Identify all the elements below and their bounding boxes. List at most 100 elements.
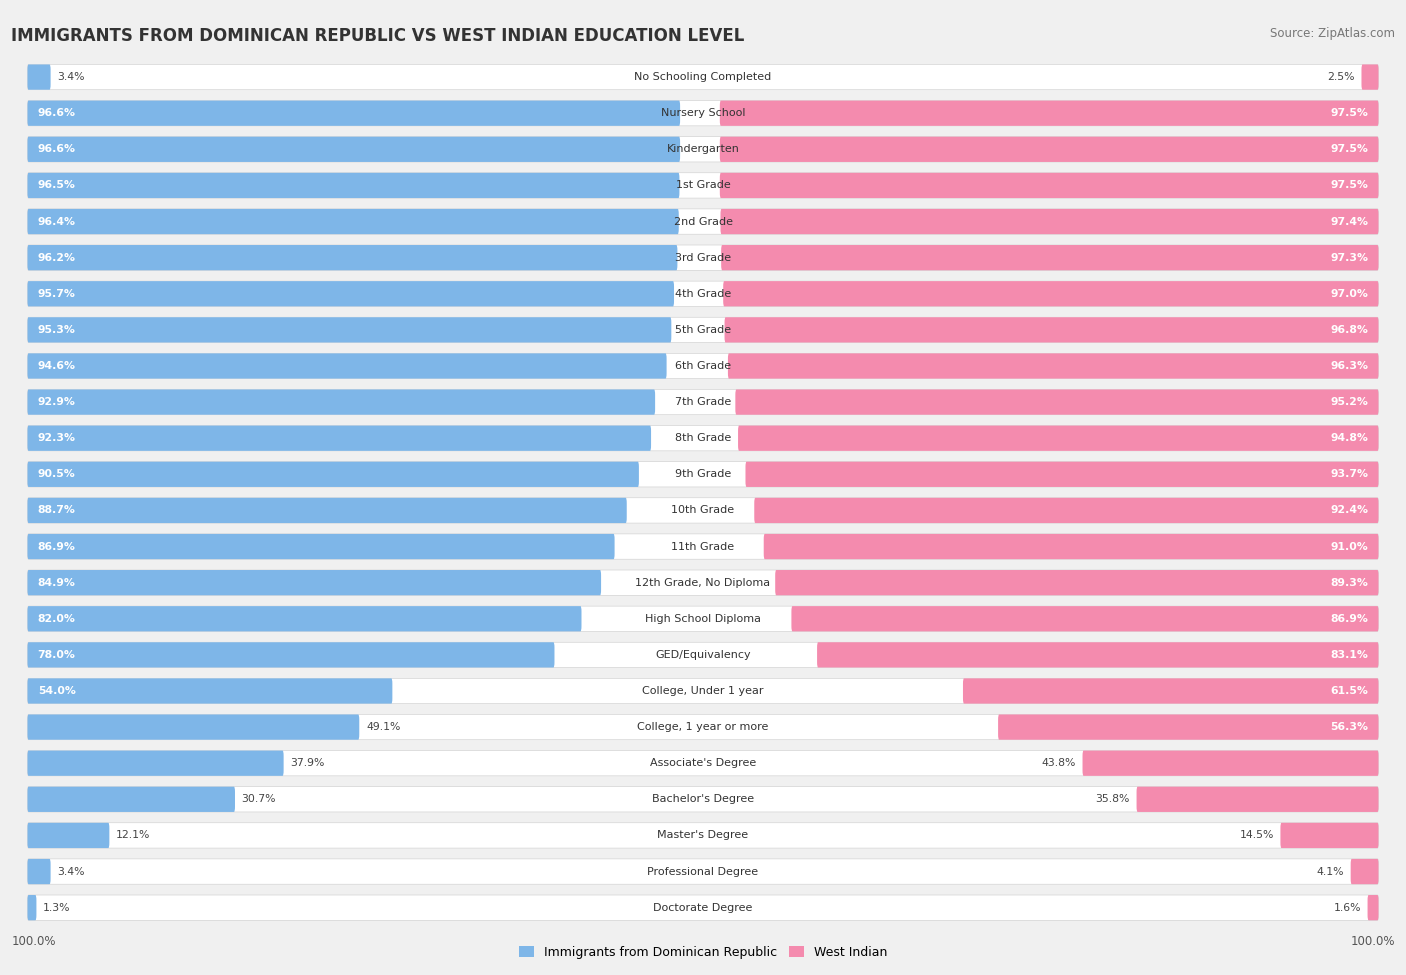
FancyBboxPatch shape xyxy=(28,425,651,450)
FancyBboxPatch shape xyxy=(28,136,681,162)
FancyBboxPatch shape xyxy=(28,606,582,632)
FancyBboxPatch shape xyxy=(28,245,1378,270)
Text: 7th Grade: 7th Grade xyxy=(675,397,731,408)
Text: 2nd Grade: 2nd Grade xyxy=(673,216,733,226)
FancyBboxPatch shape xyxy=(28,64,51,90)
Text: 6th Grade: 6th Grade xyxy=(675,361,731,370)
Text: 12.1%: 12.1% xyxy=(117,831,150,840)
FancyBboxPatch shape xyxy=(28,425,1378,450)
Text: 96.5%: 96.5% xyxy=(38,180,76,190)
Legend: Immigrants from Dominican Republic, West Indian: Immigrants from Dominican Republic, West… xyxy=(513,941,893,964)
FancyBboxPatch shape xyxy=(28,353,1378,378)
FancyBboxPatch shape xyxy=(28,751,284,776)
Text: 8th Grade: 8th Grade xyxy=(675,433,731,444)
FancyBboxPatch shape xyxy=(28,570,602,596)
Text: 97.0%: 97.0% xyxy=(1330,289,1368,298)
FancyBboxPatch shape xyxy=(28,787,1378,812)
FancyBboxPatch shape xyxy=(28,389,1378,414)
FancyBboxPatch shape xyxy=(775,570,1378,596)
Text: 96.6%: 96.6% xyxy=(38,144,76,154)
Text: 100.0%: 100.0% xyxy=(11,935,56,948)
FancyBboxPatch shape xyxy=(721,245,1378,270)
Text: 91.0%: 91.0% xyxy=(1330,541,1368,552)
FancyBboxPatch shape xyxy=(28,64,1378,90)
FancyBboxPatch shape xyxy=(28,859,51,884)
FancyBboxPatch shape xyxy=(28,281,1378,306)
Text: College, 1 year or more: College, 1 year or more xyxy=(637,722,769,732)
Text: 97.3%: 97.3% xyxy=(1330,253,1368,262)
FancyBboxPatch shape xyxy=(28,498,1378,523)
Text: 92.3%: 92.3% xyxy=(38,433,76,444)
FancyBboxPatch shape xyxy=(28,100,681,126)
Text: 2.5%: 2.5% xyxy=(1327,72,1355,82)
Text: 11th Grade: 11th Grade xyxy=(672,541,734,552)
Text: 93.7%: 93.7% xyxy=(1330,469,1368,480)
Text: 97.5%: 97.5% xyxy=(1330,144,1368,154)
Text: Kindergarten: Kindergarten xyxy=(666,144,740,154)
Text: 4th Grade: 4th Grade xyxy=(675,289,731,298)
FancyBboxPatch shape xyxy=(28,643,1378,668)
FancyBboxPatch shape xyxy=(28,136,1378,162)
Text: 9th Grade: 9th Grade xyxy=(675,469,731,480)
Text: 86.9%: 86.9% xyxy=(1330,614,1368,624)
Text: IMMIGRANTS FROM DOMINICAN REPUBLIC VS WEST INDIAN EDUCATION LEVEL: IMMIGRANTS FROM DOMINICAN REPUBLIC VS WE… xyxy=(11,27,745,45)
FancyBboxPatch shape xyxy=(998,715,1378,740)
FancyBboxPatch shape xyxy=(28,823,1378,848)
Text: Doctorate Degree: Doctorate Degree xyxy=(654,903,752,913)
FancyBboxPatch shape xyxy=(28,209,1378,234)
Text: 95.2%: 95.2% xyxy=(1330,397,1368,408)
FancyBboxPatch shape xyxy=(724,317,1378,342)
Text: 1.3%: 1.3% xyxy=(44,903,70,913)
Text: High School Diploma: High School Diploma xyxy=(645,614,761,624)
Text: 49.1%: 49.1% xyxy=(366,722,401,732)
FancyBboxPatch shape xyxy=(28,317,671,342)
FancyBboxPatch shape xyxy=(738,425,1378,450)
Text: 54.0%: 54.0% xyxy=(38,686,76,696)
FancyBboxPatch shape xyxy=(1361,64,1378,90)
Text: Associate's Degree: Associate's Degree xyxy=(650,759,756,768)
Text: 94.8%: 94.8% xyxy=(1330,433,1368,444)
FancyBboxPatch shape xyxy=(28,895,37,920)
Text: 1.6%: 1.6% xyxy=(1333,903,1361,913)
FancyBboxPatch shape xyxy=(28,245,678,270)
Text: 94.6%: 94.6% xyxy=(38,361,76,370)
Text: 61.5%: 61.5% xyxy=(1330,686,1368,696)
FancyBboxPatch shape xyxy=(728,353,1378,378)
Text: 3.4%: 3.4% xyxy=(58,867,84,877)
Text: 86.9%: 86.9% xyxy=(38,541,76,552)
Text: 96.3%: 96.3% xyxy=(1330,361,1368,370)
FancyBboxPatch shape xyxy=(28,534,1378,560)
FancyBboxPatch shape xyxy=(28,715,1378,740)
Text: 97.5%: 97.5% xyxy=(1330,180,1368,190)
Text: Professional Degree: Professional Degree xyxy=(647,867,759,877)
FancyBboxPatch shape xyxy=(735,389,1378,414)
Text: 95.3%: 95.3% xyxy=(38,325,76,334)
Text: 35.8%: 35.8% xyxy=(1095,795,1130,804)
FancyBboxPatch shape xyxy=(28,498,627,523)
FancyBboxPatch shape xyxy=(720,209,1378,234)
Text: 90.5%: 90.5% xyxy=(38,469,76,480)
Text: 84.9%: 84.9% xyxy=(38,577,76,588)
FancyBboxPatch shape xyxy=(720,173,1378,198)
Text: Source: ZipAtlas.com: Source: ZipAtlas.com xyxy=(1270,27,1395,40)
FancyBboxPatch shape xyxy=(792,606,1378,632)
FancyBboxPatch shape xyxy=(28,787,235,812)
FancyBboxPatch shape xyxy=(723,281,1378,306)
Text: College, Under 1 year: College, Under 1 year xyxy=(643,686,763,696)
FancyBboxPatch shape xyxy=(28,679,1378,704)
Text: 30.7%: 30.7% xyxy=(242,795,276,804)
Text: 12th Grade, No Diploma: 12th Grade, No Diploma xyxy=(636,577,770,588)
Text: 92.4%: 92.4% xyxy=(1330,505,1368,516)
FancyBboxPatch shape xyxy=(28,462,1378,487)
FancyBboxPatch shape xyxy=(745,462,1378,487)
Text: No Schooling Completed: No Schooling Completed xyxy=(634,72,772,82)
Text: 82.0%: 82.0% xyxy=(38,614,76,624)
FancyBboxPatch shape xyxy=(28,859,1378,884)
Text: 10th Grade: 10th Grade xyxy=(672,505,734,516)
Text: 83.1%: 83.1% xyxy=(1330,650,1368,660)
Text: 97.5%: 97.5% xyxy=(1330,108,1368,118)
FancyBboxPatch shape xyxy=(28,281,673,306)
FancyBboxPatch shape xyxy=(28,462,638,487)
Text: Nursery School: Nursery School xyxy=(661,108,745,118)
FancyBboxPatch shape xyxy=(720,100,1378,126)
